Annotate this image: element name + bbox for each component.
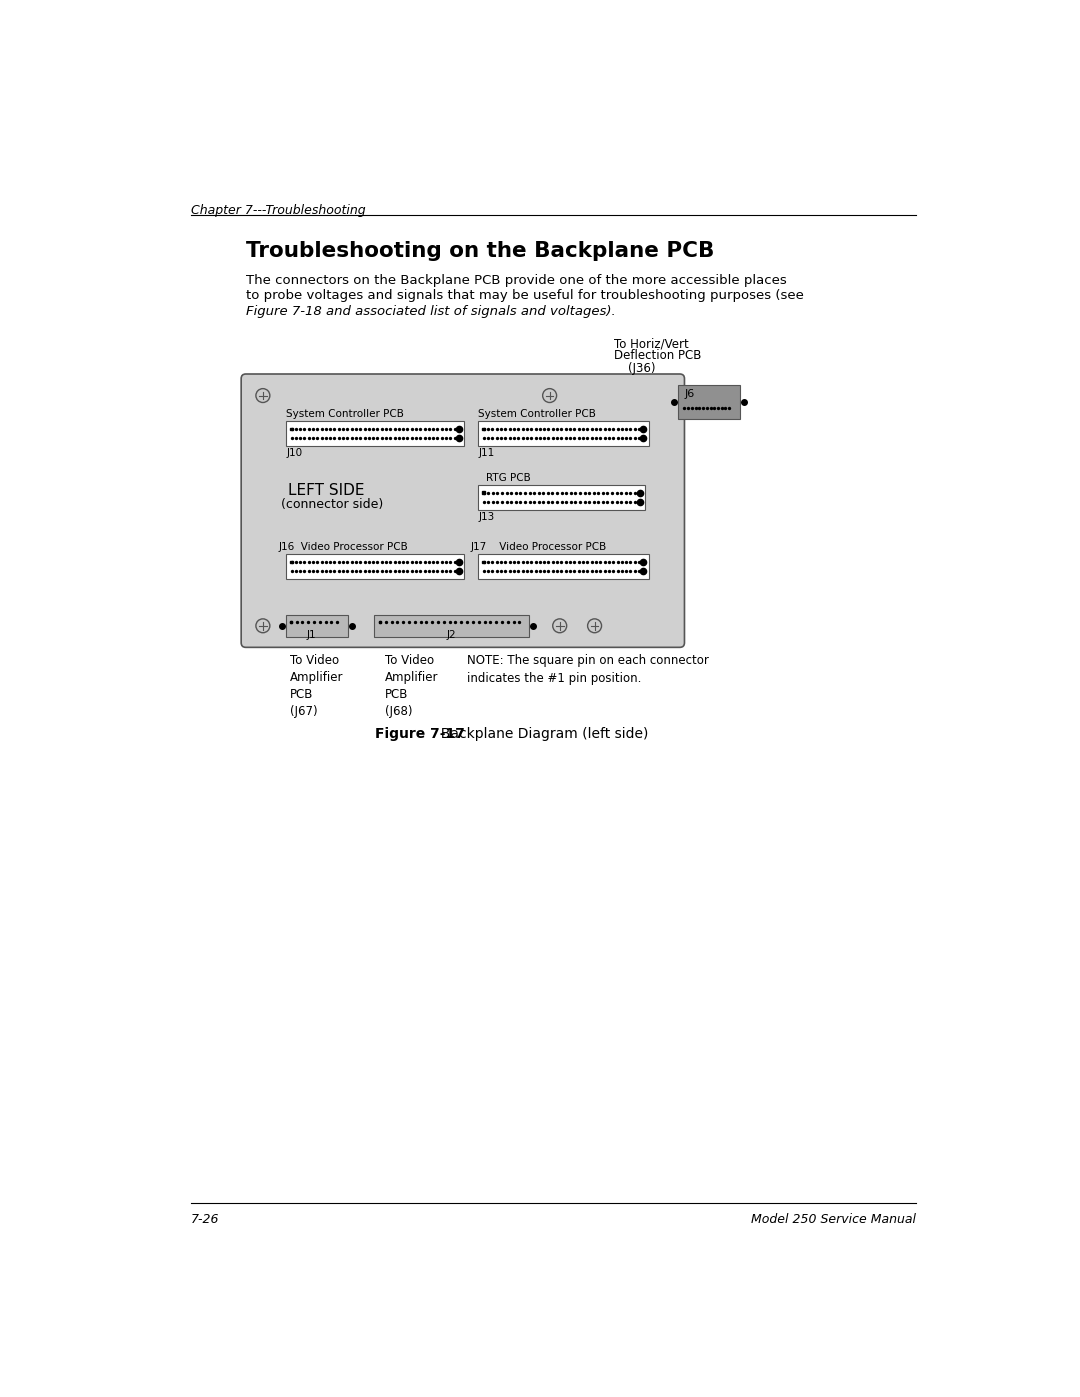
- Circle shape: [542, 388, 556, 402]
- Text: To Video
Amplifier
PCB
(J67): To Video Amplifier PCB (J67): [291, 654, 343, 718]
- Circle shape: [588, 619, 602, 633]
- Text: J17    Video Processor PCB: J17 Video Processor PCB: [471, 542, 607, 552]
- Bar: [478, 555, 649, 578]
- FancyBboxPatch shape: [241, 374, 685, 647]
- Bar: [478, 485, 645, 510]
- Bar: [286, 615, 348, 637]
- Text: NOTE: The square pin on each connector
indicates the #1 pin position.: NOTE: The square pin on each connector i…: [467, 654, 708, 686]
- Bar: [286, 420, 464, 446]
- Bar: [291, 560, 293, 563]
- Bar: [483, 427, 485, 430]
- Bar: [286, 555, 464, 578]
- Text: Troubleshooting on the Backplane PCB: Troubleshooting on the Backplane PCB: [246, 240, 714, 261]
- Text: J1: J1: [306, 630, 315, 640]
- Text: to probe voltages and signals that may be useful for troubleshooting purposes (s: to probe voltages and signals that may b…: [246, 289, 804, 302]
- Text: (J36): (J36): [627, 362, 656, 374]
- Text: Chapter 7---Troubleshooting: Chapter 7---Troubleshooting: [191, 204, 365, 217]
- Text: J16  Video Processor PCB: J16 Video Processor PCB: [279, 542, 408, 552]
- Bar: [289, 620, 292, 623]
- Bar: [483, 492, 485, 495]
- Text: J10: J10: [286, 448, 302, 458]
- Text: System Controller PCB: System Controller PCB: [286, 409, 404, 419]
- Text: System Controller PCB: System Controller PCB: [478, 409, 596, 419]
- Text: J11: J11: [478, 448, 495, 458]
- Text: J6: J6: [685, 390, 694, 400]
- Text: To Horiz/Vert: To Horiz/Vert: [613, 337, 689, 351]
- Text: Figure 7-17: Figure 7-17: [375, 728, 465, 742]
- Text: The connectors on the Backplane PCB provide one of the more accessible places: The connectors on the Backplane PCB prov…: [246, 274, 786, 286]
- Text: Model 250 Service Manual: Model 250 Service Manual: [752, 1214, 916, 1227]
- Text: (connector side): (connector side): [281, 497, 383, 511]
- Circle shape: [256, 619, 270, 633]
- Text: J13: J13: [478, 511, 495, 522]
- Bar: [678, 384, 740, 419]
- Text: J2: J2: [446, 630, 456, 640]
- Bar: [478, 420, 649, 446]
- Circle shape: [256, 388, 270, 402]
- Text: Figure 7-18 and associated list of signals and voltages).: Figure 7-18 and associated list of signa…: [246, 305, 616, 317]
- Text: 7-26: 7-26: [191, 1214, 219, 1227]
- Bar: [483, 560, 485, 563]
- Text: Deflection PCB: Deflection PCB: [613, 349, 701, 362]
- Text: RTG PCB: RTG PCB: [486, 472, 531, 482]
- Circle shape: [553, 619, 567, 633]
- Bar: [374, 615, 529, 637]
- Text: Backplane Diagram (left side): Backplane Diagram (left side): [432, 728, 648, 742]
- Text: LEFT SIDE: LEFT SIDE: [288, 482, 365, 497]
- Bar: [291, 427, 293, 430]
- Text: To Video
Amplifier
PCB
(J68): To Video Amplifier PCB (J68): [386, 654, 438, 718]
- Bar: [379, 620, 381, 623]
